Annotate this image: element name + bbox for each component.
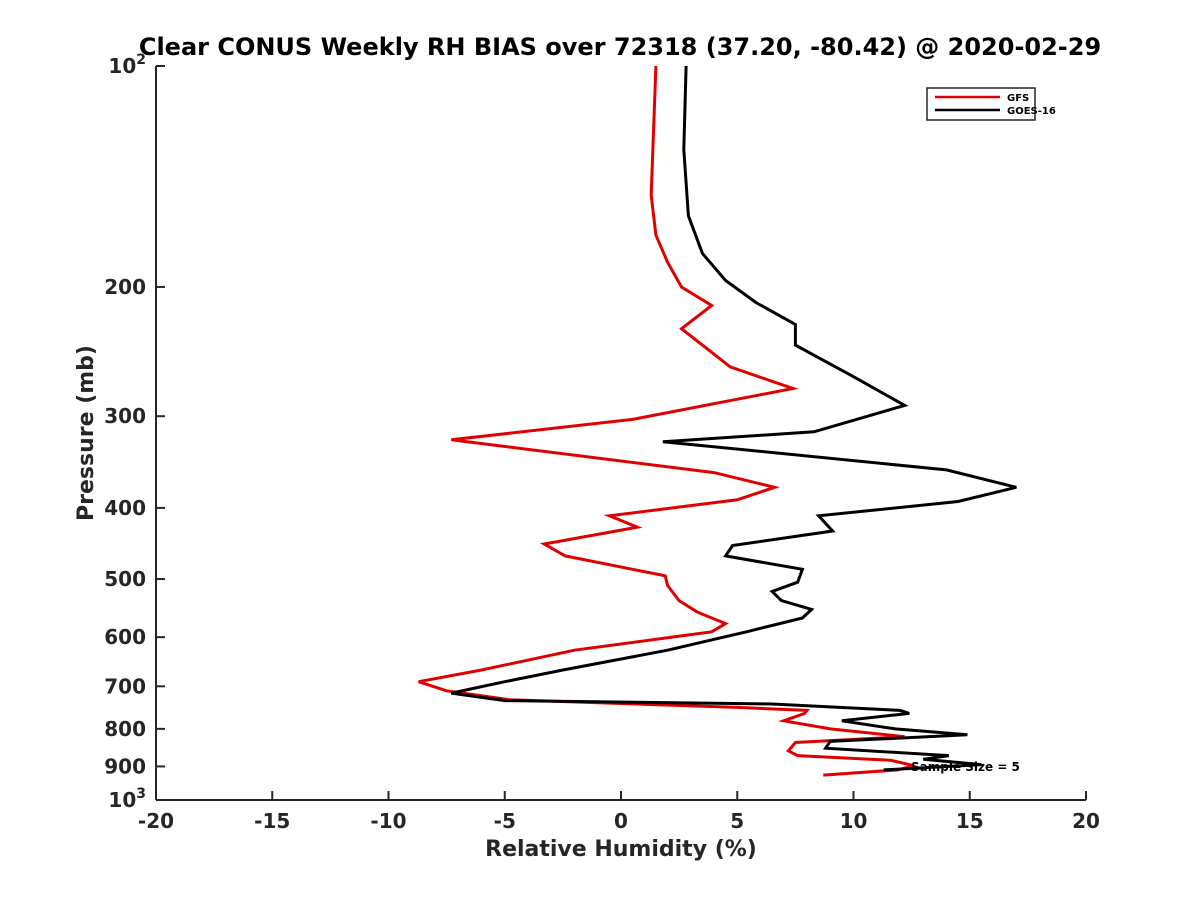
y-tick-label: 800 [104,717,146,741]
x-tick-label: 20 [1072,809,1100,833]
y-tick-label: 103 [108,786,146,812]
x-ticks: -20 -15 -10 -5 0 5 10 15 20 [138,791,1100,833]
y-tick-label: 600 [104,625,146,649]
x-tick-label: -20 [138,809,174,833]
x-tick-label: 10 [840,809,868,833]
y-tick-label: 700 [104,674,146,698]
x-tick-label: 5 [730,809,744,833]
y-tick-label: 102 [108,52,146,78]
y-axis-label: Pressure (mb) [74,345,99,521]
x-axis-label: Relative Humidity (%) [485,837,757,862]
legend-label-goes-16: GOES-16 [1007,106,1056,117]
legend-label-gfs: GFS [1007,93,1029,104]
y-tick-label: 300 [104,404,146,428]
series-layer [418,65,1017,777]
x-tick-label: -10 [370,809,406,833]
x-tick-label: -15 [254,809,290,833]
axes [155,66,1086,801]
y-tick-label: 200 [104,275,146,299]
sample-size-annotation: Sample Size = 5 [911,760,1020,774]
series-line-gfs [418,65,915,777]
x-tick-label: -5 [494,809,516,833]
y-tick-label: 900 [104,754,146,778]
legend-box [926,87,1036,121]
legend: GFS GOES-16 [926,87,1056,121]
y-tick-label: 400 [104,496,146,520]
y-tick-label: 500 [104,567,146,591]
series-line-goes-16 [450,65,1017,772]
x-tick-label: 0 [614,809,628,833]
y-ticks: 102 200 300 400 500 600 700 800 900 103 [104,52,165,812]
x-tick-label: 15 [956,809,984,833]
chart-title: Clear CONUS Weekly RH BIAS over 72318 (3… [139,33,1101,61]
